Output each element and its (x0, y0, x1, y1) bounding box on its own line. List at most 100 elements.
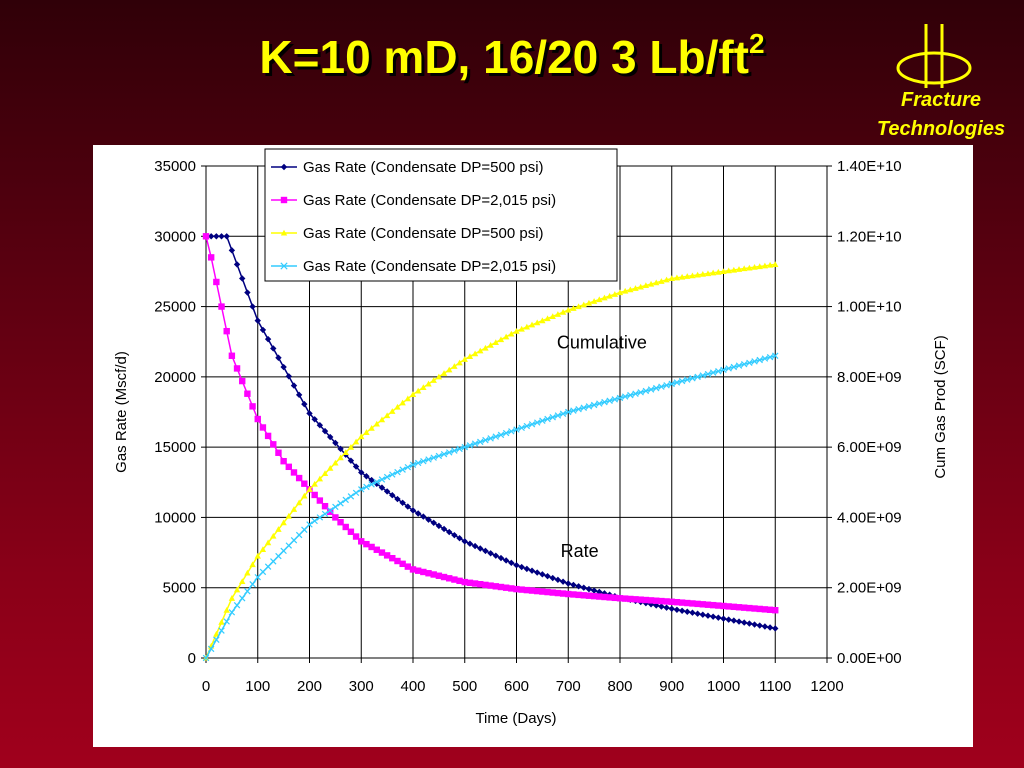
x-tick-label: 700 (556, 678, 581, 695)
data-point (358, 538, 365, 545)
data-point (295, 391, 303, 399)
data-point (389, 554, 396, 562)
data-point (487, 342, 494, 348)
data-point (694, 600, 701, 608)
marker-stroke (404, 463, 412, 471)
data-point (559, 410, 567, 417)
data-point (358, 469, 365, 476)
data-point (295, 499, 303, 506)
data-point (285, 463, 292, 471)
data-point (554, 576, 562, 584)
data-point (487, 435, 494, 442)
data-point (389, 492, 396, 499)
data-point (492, 339, 499, 345)
y2-tick-label: 2.00E+09 (837, 580, 902, 597)
data-point (528, 421, 536, 428)
data-point (539, 317, 546, 324)
data-point (373, 546, 380, 553)
data-point (321, 510, 329, 518)
data-point (352, 533, 360, 540)
data-point (270, 441, 277, 448)
data-point (642, 387, 650, 395)
data-point (337, 454, 344, 461)
data-point (533, 419, 541, 426)
data-point (570, 407, 577, 414)
data-point (740, 360, 748, 368)
marker-stroke (590, 401, 598, 409)
marker-stroke (508, 428, 515, 435)
marker-stroke (326, 507, 334, 514)
data-point (301, 480, 308, 487)
data-point (513, 327, 520, 334)
data-point (383, 488, 391, 495)
data-point (404, 395, 412, 402)
data-point (259, 424, 267, 431)
data-point (264, 539, 272, 546)
marker-stroke (440, 450, 448, 458)
data-point (347, 528, 355, 535)
marker-stroke (461, 443, 468, 451)
marker-stroke (772, 352, 779, 359)
data-point (699, 601, 706, 608)
marker-stroke (756, 356, 763, 364)
y-tick-label: 15000 (154, 439, 196, 456)
data-point (244, 390, 251, 397)
data-point (502, 429, 510, 437)
data-point (720, 366, 727, 374)
marker-stroke (285, 542, 293, 549)
data-point (668, 275, 675, 282)
data-point (585, 592, 593, 599)
y-tick-label: 25000 (154, 299, 196, 316)
marker-stroke (694, 373, 701, 381)
data-point (513, 585, 520, 593)
data-point (621, 595, 629, 602)
data-point (301, 526, 308, 533)
marker-stroke (342, 496, 349, 504)
data-point (554, 412, 562, 419)
marker-stroke (528, 421, 536, 428)
marker-stroke (570, 407, 577, 414)
data-point (761, 355, 769, 362)
data-point (596, 400, 603, 407)
data-point (249, 561, 256, 568)
data-point (735, 362, 743, 369)
marker-stroke (523, 422, 531, 430)
data-point (601, 593, 608, 601)
marker-stroke (642, 387, 650, 395)
data-point (358, 433, 365, 440)
data-point (347, 457, 355, 464)
data-point (285, 512, 292, 519)
marker-stroke (513, 426, 520, 433)
data-point (772, 625, 779, 632)
data-point (720, 602, 727, 610)
data-point (627, 286, 634, 293)
legend-marker (280, 262, 288, 270)
gas-rate-chart: 0 100 200 300 400 500 600 700 800 900 1000 1100 1200… (113, 148, 949, 727)
data-point (414, 459, 422, 467)
data-point (301, 492, 308, 499)
data-point (249, 303, 256, 310)
data-point (528, 321, 536, 328)
marker-stroke (373, 478, 380, 486)
data-point (477, 581, 484, 588)
data-point (741, 604, 748, 611)
marker-stroke (337, 500, 344, 507)
data-point (580, 404, 587, 412)
marker-stroke (280, 547, 287, 555)
marker-stroke (259, 568, 267, 576)
x-tick-label: 800 (607, 678, 632, 695)
data-point (456, 359, 463, 366)
data-point (280, 363, 287, 371)
data-point (611, 396, 619, 403)
data-point (430, 377, 437, 383)
data-point (585, 299, 593, 306)
data-point (673, 379, 681, 386)
data-point (466, 540, 474, 547)
data-point (689, 609, 696, 616)
data-point (544, 588, 551, 596)
data-point (663, 276, 670, 283)
data-point (616, 394, 624, 402)
data-point (456, 577, 463, 585)
marker-stroke (301, 526, 308, 533)
data-point (368, 481, 375, 488)
